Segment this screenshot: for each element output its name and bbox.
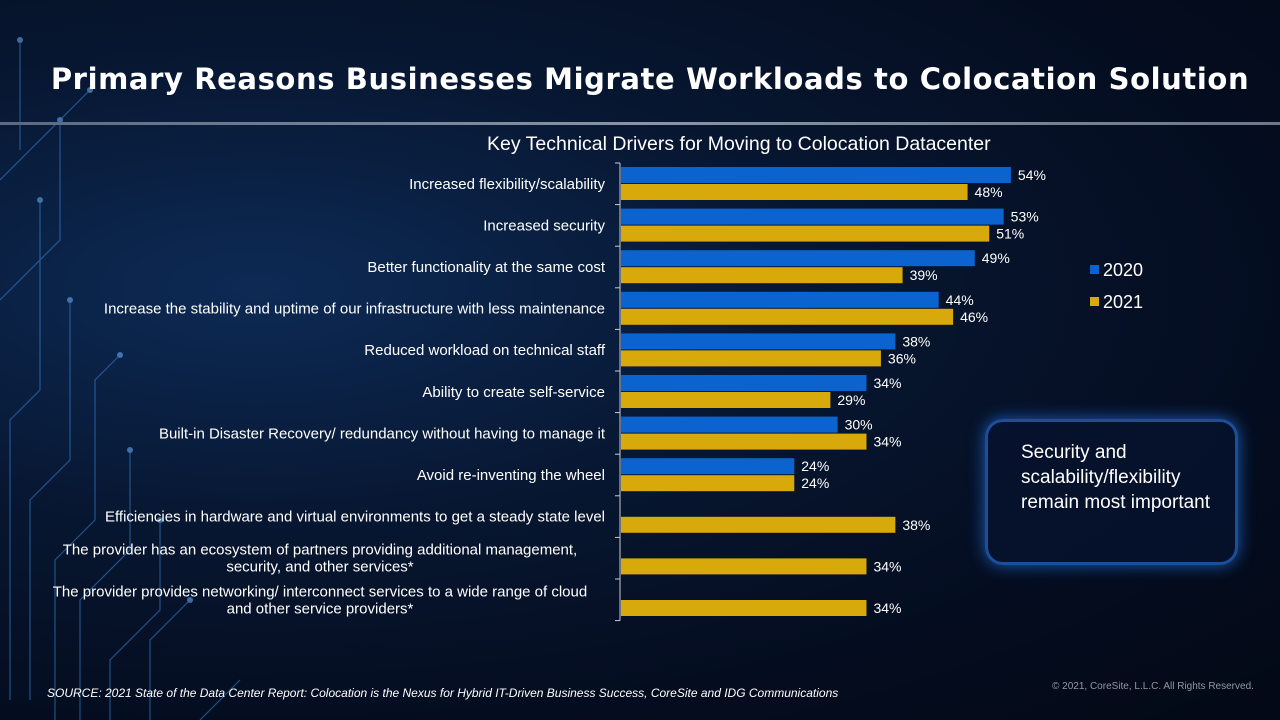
legend-swatch-2021	[1090, 297, 1099, 306]
data-label-2021: 36%	[888, 350, 916, 366]
chart-title: Key Technical Drivers for Moving to Colo…	[487, 133, 991, 155]
bar-2020	[621, 208, 1004, 225]
bar-2021	[621, 184, 968, 200]
data-label-2020: 49%	[982, 250, 1010, 266]
category-label: Ability to create self-service	[422, 384, 605, 401]
bar-2021	[621, 558, 867, 575]
title-divider	[0, 122, 1280, 125]
data-label-2020: 24%	[801, 458, 829, 474]
bar-2020	[621, 333, 896, 350]
data-label-2021: 38%	[902, 517, 930, 533]
data-label-2020: 34%	[873, 375, 901, 391]
data-label-2021: 29%	[837, 392, 865, 408]
data-label-2020: 54%	[1018, 167, 1046, 183]
legend-label-2020: 2020	[1103, 260, 1143, 280]
bar-2020	[621, 458, 795, 475]
data-label-2020: 30%	[845, 417, 873, 433]
callout-box	[985, 419, 1238, 565]
category-label: Reduced workload on technical staff	[364, 342, 606, 359]
data-label-2021: 51%	[996, 226, 1024, 242]
category-label: Increased security	[483, 217, 605, 234]
legend-label-2021: 2021	[1103, 292, 1143, 312]
bar-2020	[621, 291, 939, 308]
circuit-background-decoration	[0, 37, 241, 720]
copyright-note: © 2021, CoreSite, L.L.C. All Rights Rese…	[1052, 681, 1254, 692]
data-label-2021: 46%	[960, 309, 988, 325]
bar-2020	[621, 416, 838, 433]
data-label-2021: 34%	[873, 558, 901, 574]
data-label-2021: 34%	[873, 434, 901, 450]
bar-2021	[621, 225, 990, 242]
bar-2020	[621, 167, 1011, 183]
bar-2021	[621, 600, 867, 616]
bar-2021	[621, 308, 954, 325]
category-label: Increased flexibility/scalability	[409, 176, 605, 193]
category-label: Avoid re-inventing the wheel	[417, 467, 605, 484]
data-label-2020: 44%	[946, 292, 974, 308]
data-label-2021: 39%	[910, 267, 938, 283]
category-label: Better functionality at the same cost	[367, 259, 605, 276]
category-label: The provider has an ecosystem of partner…	[63, 542, 577, 576]
category-label: Efficiencies in hardware and virtual env…	[105, 509, 605, 526]
source-note: SOURCE: 2021 State of the Data Center Re…	[47, 686, 839, 700]
bar-2021	[621, 475, 795, 492]
category-label: The provider provides networking/ interc…	[53, 583, 587, 617]
category-label: Built-in Disaster Recovery/ redundancy w…	[159, 425, 606, 442]
slide-title: Primary Reasons Businesses Migrate Workl…	[50, 62, 1250, 96]
bar-2021	[621, 267, 903, 284]
legend-swatch-2020	[1090, 265, 1099, 274]
data-label-2021: 48%	[975, 184, 1003, 200]
bar-2021	[621, 516, 896, 533]
bar-2021	[621, 433, 867, 450]
bar-2021	[621, 350, 881, 367]
bar-2020	[621, 250, 975, 267]
data-label-2021: 24%	[801, 475, 829, 491]
data-label-2020: 38%	[902, 333, 930, 349]
data-label-2021: 34%	[873, 600, 901, 616]
bar-2020	[621, 375, 867, 391]
data-label-2020: 53%	[1011, 209, 1039, 225]
category-label: Increase the stability and uptime of our…	[104, 301, 605, 318]
callout-text: Security and scalability/flexibility rem…	[1021, 442, 1211, 513]
bar-2021	[621, 392, 831, 408]
